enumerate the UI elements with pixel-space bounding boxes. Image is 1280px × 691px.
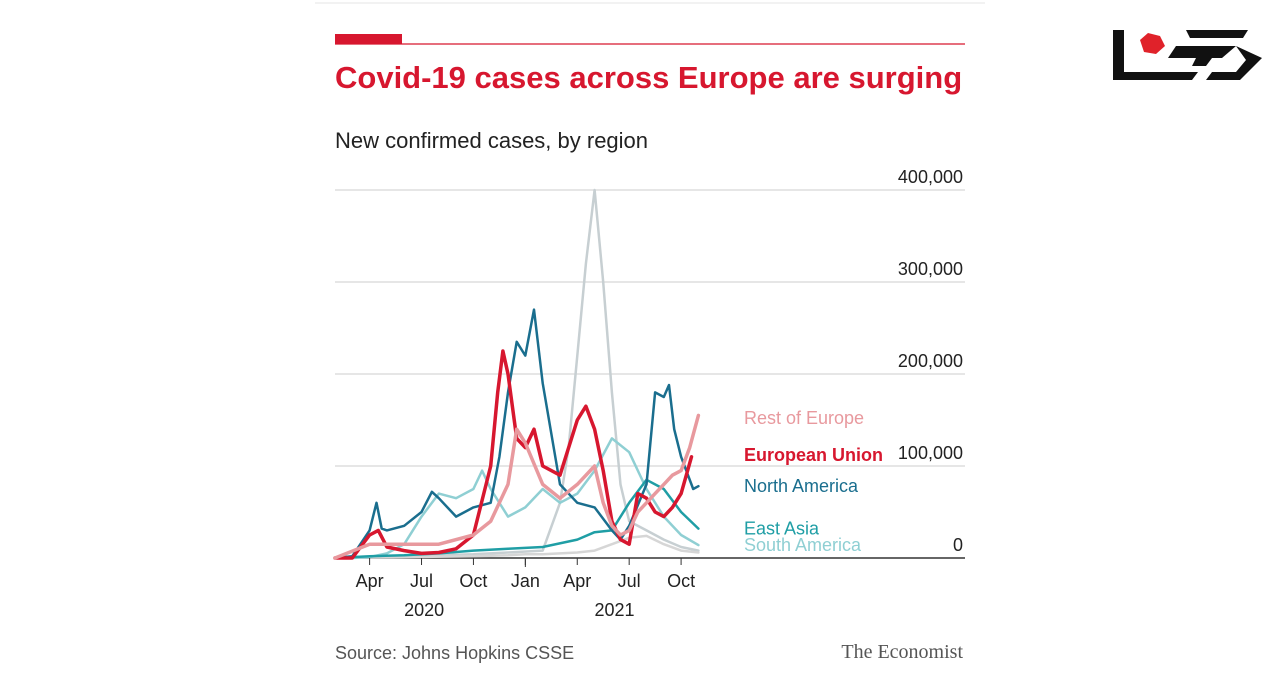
series-line-other xyxy=(333,188,700,560)
y-tick-label: 0 xyxy=(953,535,963,555)
site-logo-icon xyxy=(1113,30,1262,80)
x-year-label: 2020 xyxy=(404,600,444,620)
x-tick-label: Oct xyxy=(667,571,695,591)
x-tick-label: Jul xyxy=(618,571,641,591)
series-line-north-america xyxy=(333,308,700,560)
series-line-european-union xyxy=(333,349,694,560)
series-label-east-asia: East Asia xyxy=(744,519,820,539)
x-tick-label: Apr xyxy=(563,571,591,591)
y-tick-label: 200,000 xyxy=(898,351,963,371)
y-tick-label: 400,000 xyxy=(898,167,963,187)
series-label-rest-of-europe: Rest of Europe xyxy=(744,408,864,428)
series-line-rest-of-europe xyxy=(333,413,701,560)
x-tick-label: Oct xyxy=(459,571,487,591)
series-lines xyxy=(333,188,701,560)
brand-credit: The Economist xyxy=(841,641,963,663)
series-line-other xyxy=(333,534,700,560)
header-tag xyxy=(335,34,402,44)
y-tick-label: 300,000 xyxy=(898,259,963,279)
y-axis-ticks: 0 100,000 200,000 300,000 400,000 xyxy=(898,167,963,555)
y-tick-label: 100,000 xyxy=(898,443,963,463)
source-note: Source: Johns Hopkins CSSE xyxy=(335,643,574,663)
chart-subtitle: New confirmed cases, by region xyxy=(335,128,648,153)
series-line-east-asia xyxy=(333,478,700,560)
grid-lines xyxy=(335,189,965,559)
x-year-label: 2021 xyxy=(594,600,634,620)
series-label-north-america: North America xyxy=(744,476,859,496)
series-label-south-america: South America xyxy=(744,535,862,555)
x-tick-label: Apr xyxy=(356,571,384,591)
x-axis: Apr Jul Oct Jan Apr Jul Oct 2020 2021 xyxy=(356,558,695,620)
series-label-european-union: European Union xyxy=(744,445,883,465)
chart-title: Covid-19 cases across Europe are surging xyxy=(335,60,962,95)
x-tick-label: Jul xyxy=(410,571,433,591)
x-tick-label: Jan xyxy=(511,571,540,591)
series-line-south-america xyxy=(333,437,700,560)
